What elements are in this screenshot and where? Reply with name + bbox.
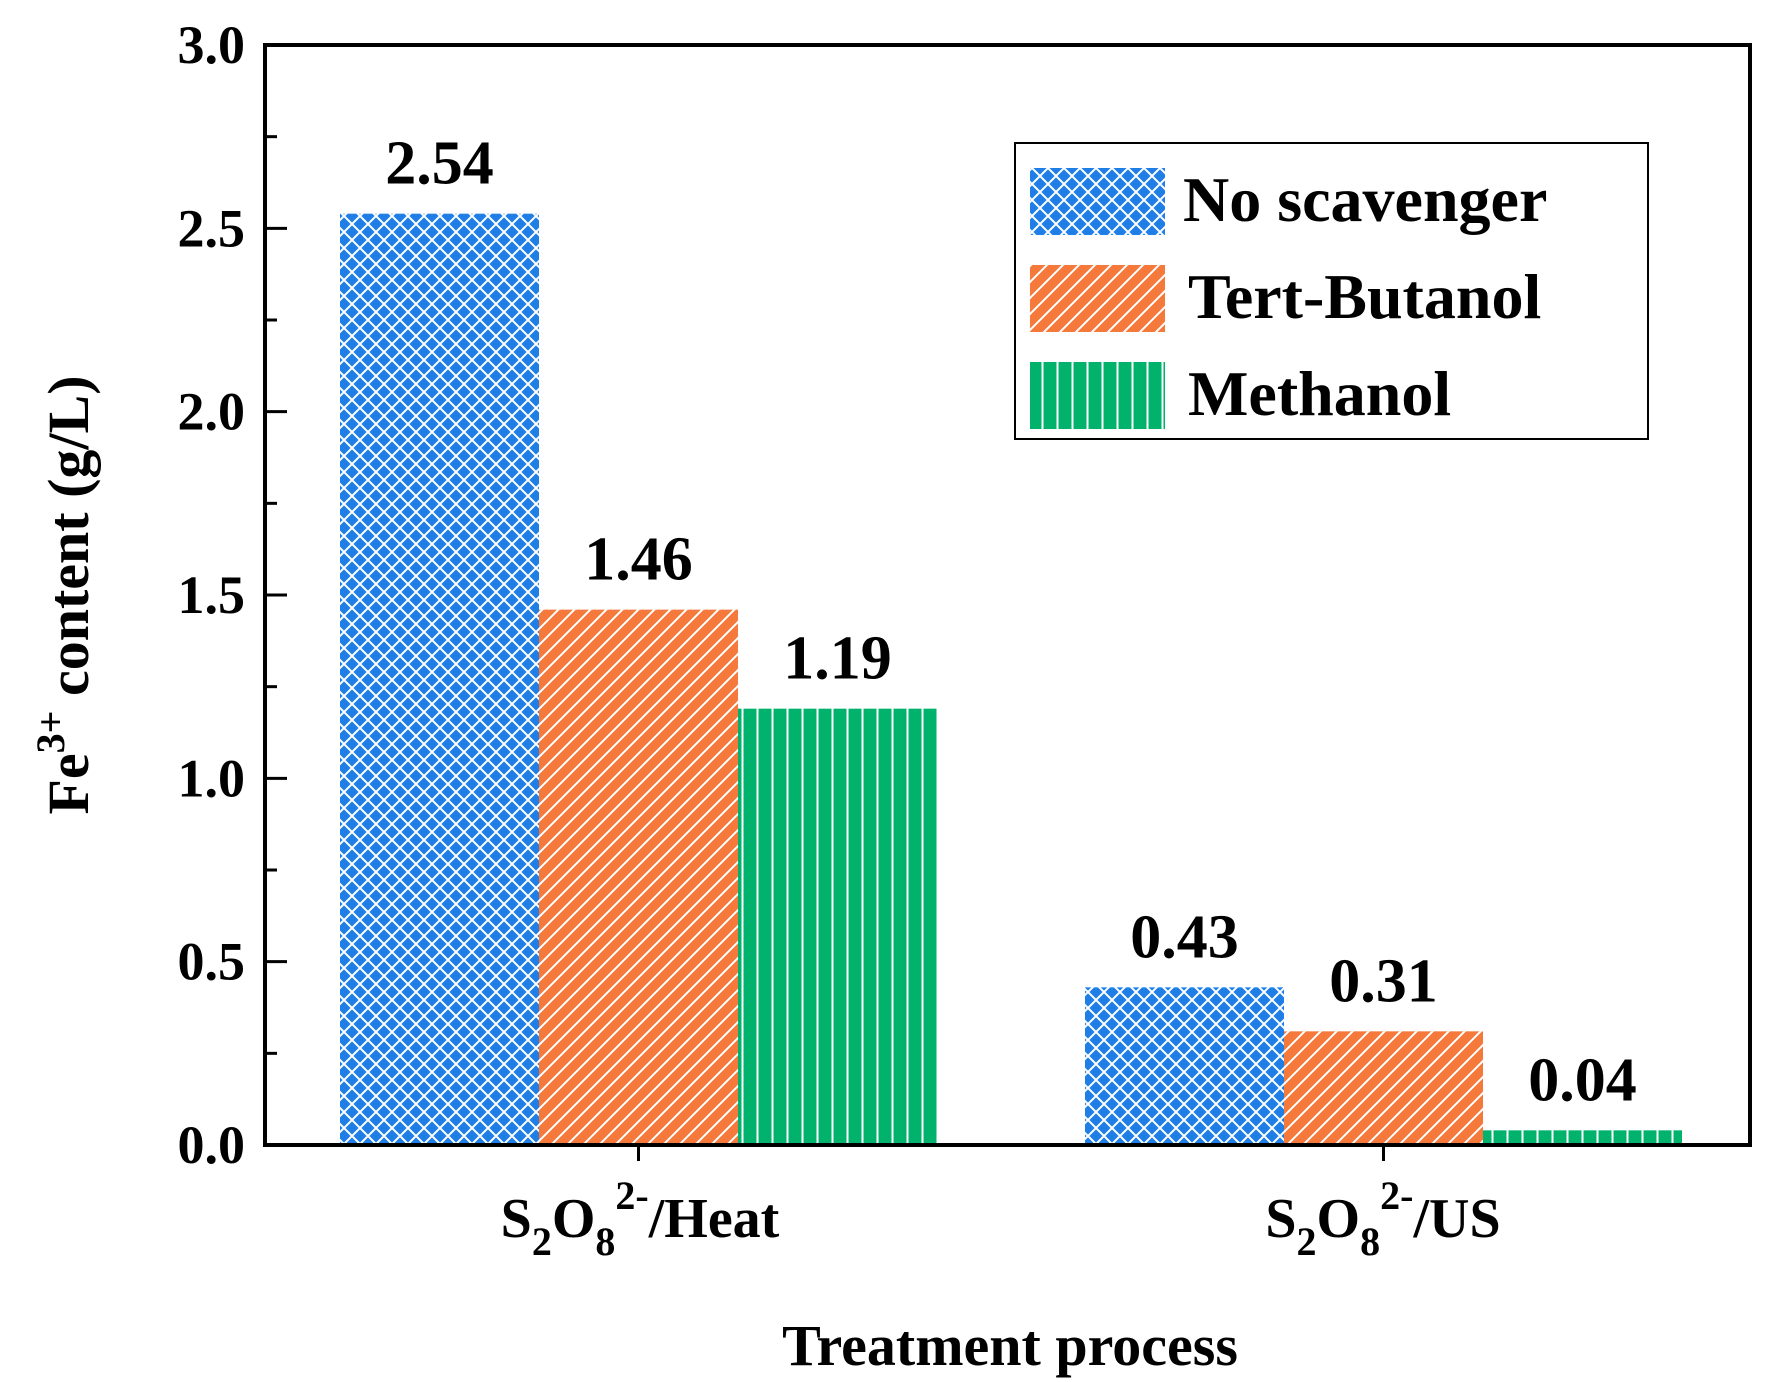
y-axis-ticks bbox=[265, 43, 287, 1147]
bar-methanol-0 bbox=[738, 708, 937, 1145]
legend-label-methanol: Methanol bbox=[1188, 358, 1451, 429]
data-label-no-scavenger-0: 2.54 bbox=[385, 130, 494, 198]
x-category-label-heat: S2O82-/Heat bbox=[501, 1173, 780, 1264]
bar-tert-butanol-1 bbox=[1284, 1031, 1483, 1145]
data-label-tert-butanol-0: 1.46 bbox=[584, 526, 693, 594]
data-label-tert-butanol-1: 0.31 bbox=[1329, 947, 1438, 1015]
bar-no-scavenger-1 bbox=[1085, 987, 1284, 1145]
x-axis-title: Treatment process bbox=[782, 1313, 1238, 1378]
bar-methanol-1 bbox=[1483, 1130, 1682, 1145]
legend-item-no-scavenger: No scavenger bbox=[1030, 164, 1547, 235]
legend: No scavenger Tert-Butanol Methanol bbox=[1014, 142, 1649, 440]
y-tick-label: 1.0 bbox=[178, 748, 246, 808]
y-axis-title: Fe3+ content (g/L) bbox=[28, 375, 101, 814]
y-tick-label: 2.5 bbox=[178, 198, 246, 258]
bar-no-scavenger-0 bbox=[340, 213, 539, 1145]
y-tick-label: 0.0 bbox=[178, 1115, 246, 1175]
data-label-methanol-1: 0.04 bbox=[1528, 1046, 1637, 1114]
bars-layer bbox=[340, 213, 1682, 1145]
legend-item-methanol: Methanol bbox=[1030, 358, 1451, 429]
legend-item-tert-butanol: Tert-Butanol bbox=[1030, 261, 1541, 332]
data-label-no-scavenger-1: 0.43 bbox=[1130, 903, 1239, 971]
x-category-labels: S2O82-/Heat S2O82-/US bbox=[501, 1173, 1501, 1264]
legend-label-tert-butanol: Tert-Butanol bbox=[1188, 261, 1541, 332]
x-axis-ticks bbox=[637, 1145, 1385, 1161]
y-tick-label: 1.5 bbox=[178, 565, 246, 625]
legend-swatch-methanol bbox=[1030, 362, 1165, 429]
y-tick-label: 0.5 bbox=[178, 932, 246, 992]
data-labels-layer: 2.54 0.43 1.46 0.31 1.19 0.04 bbox=[385, 130, 1637, 1115]
legend-label-no-scavenger: No scavenger bbox=[1183, 164, 1547, 235]
data-label-methanol-0: 1.19 bbox=[783, 625, 892, 693]
bar-tert-butanol-0 bbox=[539, 609, 738, 1145]
y-axis-tick-labels: 0.0 0.5 1.0 1.5 2.0 2.5 3.0 bbox=[178, 15, 246, 1175]
y-tick-label: 3.0 bbox=[178, 15, 246, 75]
x-category-label-us: S2O82-/US bbox=[1265, 1173, 1500, 1264]
y-tick-label: 2.0 bbox=[178, 382, 246, 442]
legend-swatch-no-scavenger bbox=[1030, 168, 1165, 235]
legend-swatch-tert-butanol bbox=[1030, 265, 1165, 332]
